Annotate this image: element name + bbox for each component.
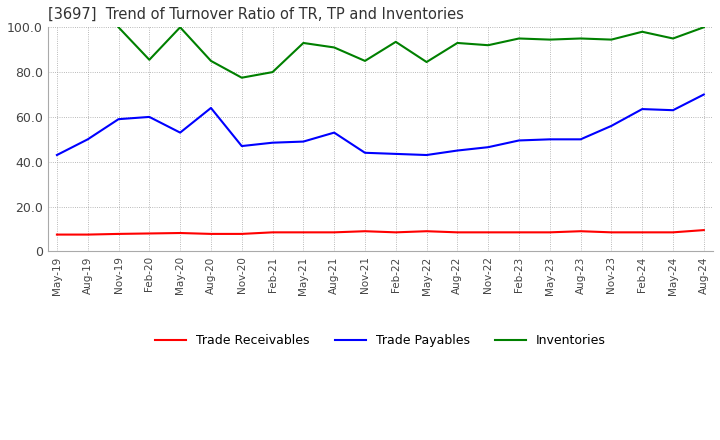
Trade Payables	[700, 92, 708, 97]
Trade Receivables	[638, 230, 647, 235]
Trade Payables	[484, 144, 492, 150]
Trade Receivables	[700, 227, 708, 233]
Trade Payables	[422, 152, 431, 158]
Line: Trade Payables: Trade Payables	[57, 95, 704, 155]
Trade Receivables	[114, 231, 123, 237]
Trade Receivables	[269, 230, 277, 235]
Trade Receivables	[84, 232, 92, 237]
Trade Payables	[330, 130, 338, 135]
Trade Payables	[299, 139, 307, 144]
Trade Receivables	[330, 230, 338, 235]
Trade Payables	[53, 152, 61, 158]
Inventories	[269, 70, 277, 75]
Trade Payables	[176, 130, 184, 135]
Trade Payables	[669, 107, 678, 113]
Trade Receivables	[515, 230, 523, 235]
Inventories	[145, 57, 153, 62]
Inventories	[392, 39, 400, 44]
Inventories	[669, 36, 678, 41]
Trade Receivables	[607, 230, 616, 235]
Trade Receivables	[53, 232, 61, 237]
Inventories	[207, 58, 215, 63]
Inventories	[361, 58, 369, 63]
Trade Payables	[145, 114, 153, 120]
Line: Inventories: Inventories	[119, 27, 704, 78]
Trade Payables	[453, 148, 462, 153]
Trade Receivables	[392, 230, 400, 235]
Text: [3697]  Trend of Turnover Ratio of TR, TP and Inventories: [3697] Trend of Turnover Ratio of TR, TP…	[48, 7, 464, 22]
Inventories	[484, 43, 492, 48]
Line: Trade Receivables: Trade Receivables	[57, 230, 704, 235]
Trade Receivables	[576, 228, 585, 234]
Trade Receivables	[238, 231, 246, 237]
Trade Receivables	[207, 231, 215, 237]
Inventories	[576, 36, 585, 41]
Trade Receivables	[453, 230, 462, 235]
Trade Receivables	[176, 231, 184, 236]
Trade Payables	[515, 138, 523, 143]
Trade Payables	[269, 140, 277, 145]
Trade Payables	[576, 137, 585, 142]
Inventories	[176, 25, 184, 30]
Legend: Trade Receivables, Trade Payables, Inventories: Trade Receivables, Trade Payables, Inven…	[150, 330, 611, 352]
Inventories	[638, 29, 647, 34]
Trade Receivables	[669, 230, 678, 235]
Inventories	[453, 40, 462, 46]
Inventories	[515, 36, 523, 41]
Trade Receivables	[484, 230, 492, 235]
Inventories	[114, 25, 123, 30]
Inventories	[238, 75, 246, 81]
Inventories	[330, 45, 338, 50]
Trade Payables	[84, 137, 92, 142]
Trade Payables	[207, 105, 215, 110]
Trade Payables	[638, 106, 647, 112]
Trade Payables	[114, 117, 123, 122]
Trade Payables	[361, 150, 369, 155]
Trade Payables	[607, 123, 616, 128]
Trade Receivables	[145, 231, 153, 236]
Inventories	[700, 25, 708, 30]
Trade Payables	[546, 137, 554, 142]
Trade Payables	[392, 151, 400, 157]
Trade Receivables	[361, 228, 369, 234]
Trade Receivables	[546, 230, 554, 235]
Trade Receivables	[422, 228, 431, 234]
Trade Payables	[238, 143, 246, 149]
Inventories	[422, 59, 431, 65]
Inventories	[607, 37, 616, 42]
Inventories	[546, 37, 554, 42]
Trade Receivables	[299, 230, 307, 235]
Inventories	[299, 40, 307, 46]
